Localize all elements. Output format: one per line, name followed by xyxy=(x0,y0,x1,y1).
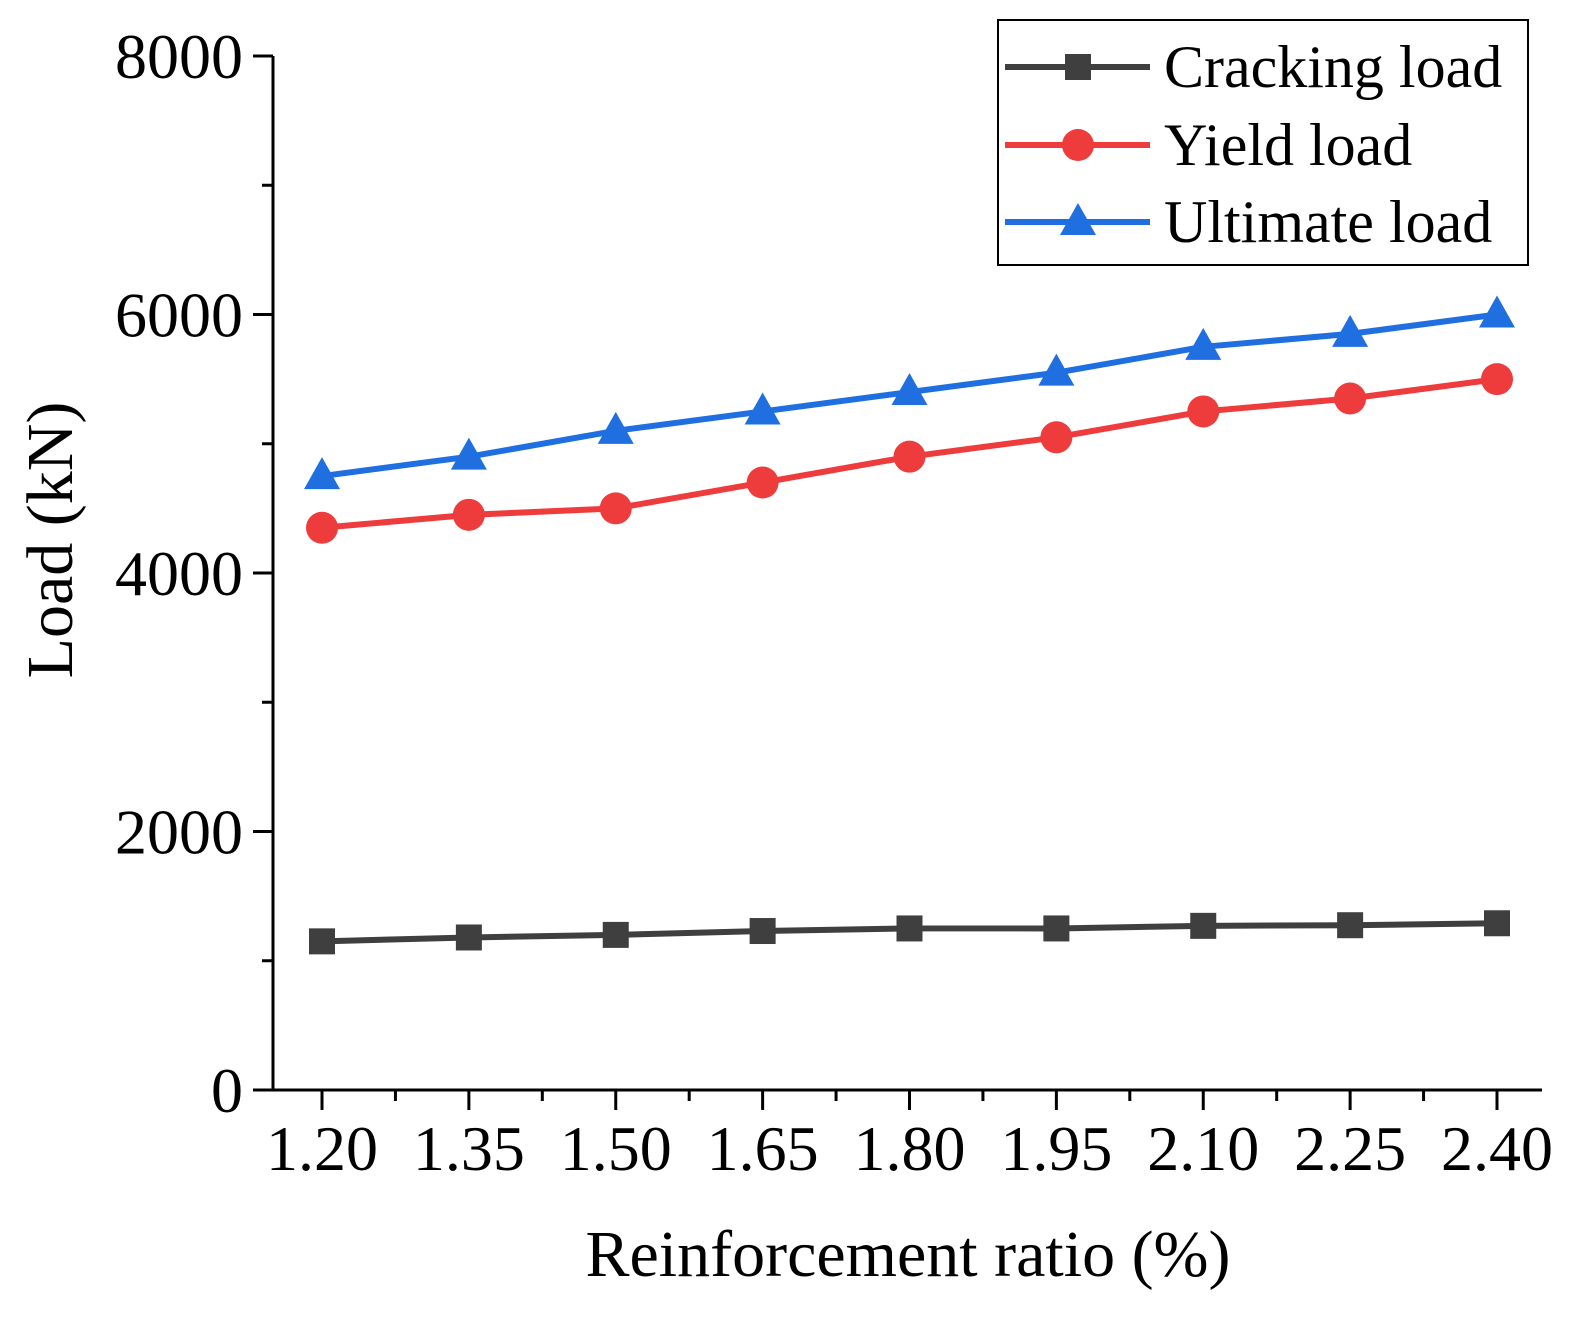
legend-marker-yield-load xyxy=(1062,129,1094,161)
data-point-cracking-load xyxy=(1484,910,1510,937)
y-axis-title: Load (kN) xyxy=(14,402,87,679)
x-tick-label: 1.50 xyxy=(560,1113,672,1184)
y-tick-label: 8000 xyxy=(115,21,243,92)
series-cracking-load xyxy=(309,910,1510,955)
series-layer xyxy=(304,295,1515,955)
y-tick-label: 0 xyxy=(211,1055,243,1126)
data-point-ultimate-load xyxy=(1332,314,1369,347)
legend-marker-cracking-load xyxy=(1065,54,1091,80)
data-point-ultimate-load xyxy=(891,373,928,406)
data-point-yield-load xyxy=(1040,421,1073,454)
x-tick-label: 2.25 xyxy=(1294,1113,1406,1184)
x-ticks: 1.20 1.35 1.50 1.65 1.80 1.95 2.10 2.25 2.40 xyxy=(266,1090,1553,1184)
x-tick-label: 1.95 xyxy=(1000,1113,1112,1184)
y-ticks: 0 2000 4000 6000 8000 xyxy=(115,21,273,1126)
x-tick-label: 1.20 xyxy=(266,1113,378,1184)
x-tick-label: 2.40 xyxy=(1441,1113,1553,1184)
data-point-cracking-load xyxy=(1190,912,1217,939)
data-point-cracking-load xyxy=(602,921,629,948)
data-point-ultimate-load xyxy=(304,457,340,490)
y-tick-label: 4000 xyxy=(115,538,243,609)
legend-label-yield-load: Yield load xyxy=(1164,112,1412,178)
data-point-yield-load xyxy=(893,440,926,473)
data-point-ultimate-load xyxy=(597,411,634,444)
legend-marker-ultimate-load xyxy=(1060,203,1096,235)
data-point-cracking-load xyxy=(1337,912,1364,939)
x-axis-title: Reinforcement ratio (%) xyxy=(585,1218,1230,1291)
x-tick-label: 1.80 xyxy=(854,1113,966,1184)
x-tick-label: 1.35 xyxy=(413,1113,525,1184)
data-point-cracking-load xyxy=(1043,915,1070,942)
data-point-yield-load xyxy=(306,511,338,544)
x-tick-label: 1.65 xyxy=(707,1113,819,1184)
data-point-yield-load xyxy=(599,492,632,525)
data-point-cracking-load xyxy=(896,915,923,942)
data-point-ultimate-load xyxy=(1038,353,1075,386)
data-point-ultimate-load xyxy=(450,437,487,470)
series-ultimate-load xyxy=(304,295,1515,490)
data-point-ultimate-load xyxy=(1185,327,1222,360)
x-tick-label: 2.10 xyxy=(1147,1113,1259,1184)
data-point-cracking-load xyxy=(749,918,776,945)
data-point-ultimate-load xyxy=(744,392,781,425)
data-point-cracking-load xyxy=(455,924,482,951)
legend: Cracking load Yield load Ultimate load xyxy=(997,19,1529,266)
data-point-yield-load xyxy=(1481,363,1513,396)
y-tick-label: 2000 xyxy=(115,797,243,868)
data-point-ultimate-load xyxy=(1479,295,1515,328)
data-point-yield-load xyxy=(452,498,485,531)
data-point-yield-load xyxy=(746,466,779,499)
legend-label-cracking-load: Cracking load xyxy=(1164,34,1502,100)
y-tick-label: 6000 xyxy=(115,280,243,351)
data-point-yield-load xyxy=(1187,395,1220,428)
data-point-cracking-load xyxy=(309,928,335,955)
legend-label-ultimate-load: Ultimate load xyxy=(1164,189,1492,255)
series-yield-load xyxy=(306,363,1513,544)
data-point-yield-load xyxy=(1334,382,1367,415)
